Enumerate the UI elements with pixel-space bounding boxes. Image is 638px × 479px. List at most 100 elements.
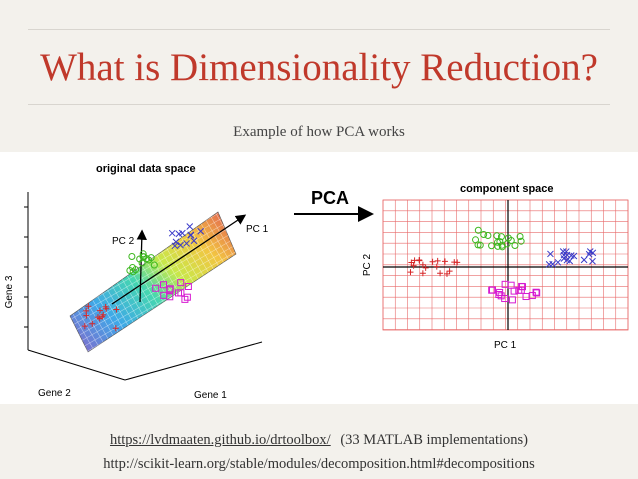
square-marker [181, 295, 189, 303]
square-marker [532, 288, 540, 296]
square-marker [177, 279, 185, 287]
square-marker [501, 280, 509, 288]
circle-marker [472, 236, 480, 244]
grid-border [382, 199, 629, 331]
circle-marker [140, 253, 148, 261]
plus-marker [407, 269, 414, 276]
circle-marker [516, 232, 524, 240]
plus-marker [433, 263, 440, 270]
top-divider [28, 29, 610, 30]
x-marker [177, 241, 184, 249]
square-marker [508, 296, 516, 304]
square-marker [518, 283, 526, 291]
x-marker [566, 257, 574, 265]
right-xlabel: PC 1 [494, 340, 517, 351]
component-axes [383, 200, 628, 330]
x-marker [570, 252, 578, 260]
square-marker [177, 289, 185, 297]
pc2-arrow [136, 229, 147, 303]
x-marker [547, 250, 554, 258]
footer-line-2: http://scikit-learn.org/stable/modules/d… [0, 456, 638, 473]
x-marker [554, 258, 562, 266]
circle-marker [517, 237, 525, 245]
square-marker [507, 281, 515, 289]
plus-marker [451, 259, 458, 266]
plus-marker [416, 257, 423, 264]
pca-diagram: original data space Gene 3 Gene 2 Gene 1… [4, 163, 629, 401]
square-marker [166, 285, 174, 293]
left-panel-title: original data space [96, 163, 196, 175]
plus-marker [419, 270, 426, 277]
x-marker [562, 248, 570, 255]
square-marker [184, 282, 192, 290]
plus-marker [112, 325, 119, 332]
pc2-label-left: PC 2 [112, 236, 135, 247]
circle-marker [503, 240, 511, 248]
circle-marker [150, 261, 158, 269]
left-scatter-points [81, 223, 205, 332]
right-ylabel: PC 2 [362, 253, 373, 276]
x-marker [168, 229, 176, 237]
right-scatter-points [407, 226, 597, 304]
pc1-arrow [111, 214, 247, 305]
plus-marker [443, 270, 450, 277]
axis-gene3-label: Gene 3 [4, 275, 15, 308]
plus-marker [96, 307, 103, 314]
x-marker [580, 256, 588, 264]
x-marker [187, 232, 195, 239]
circle-marker [493, 232, 501, 240]
plus-marker [408, 259, 415, 266]
square-marker [515, 286, 523, 294]
slide-subtitle: Example of how PCA works [233, 124, 405, 140]
component-grid [382, 199, 629, 331]
plus-marker [99, 313, 106, 320]
x-marker [175, 230, 183, 238]
x-marker [549, 260, 556, 268]
circle-marker [132, 266, 140, 274]
pca-plane-mesh [70, 212, 236, 352]
plus-marker [410, 262, 417, 269]
circle-marker [484, 231, 492, 239]
plus-marker [434, 257, 441, 264]
plus-marker [113, 306, 120, 313]
x-marker [171, 242, 179, 250]
circle-marker [497, 233, 505, 241]
x-marker [586, 248, 594, 255]
pc1-label-left: PC 1 [246, 224, 269, 235]
pca-figure: original data space Gene 3 Gene 2 Gene 1… [0, 152, 638, 404]
square-marker [495, 291, 503, 299]
footer-line-1: https://lvdmaaten.github.io/drtoolbox/ (… [0, 432, 638, 449]
circle-marker [139, 250, 147, 258]
x-marker [186, 223, 194, 230]
square-marker [152, 284, 160, 292]
x-marker [589, 257, 596, 265]
plus-marker [446, 268, 453, 275]
left-3d-axes [24, 192, 263, 381]
drtoolbox-link[interactable]: https://lvdmaaten.github.io/drtoolbox/ [109, 432, 331, 448]
x-marker [197, 227, 205, 235]
x-marker [172, 238, 180, 246]
plus-marker [89, 320, 96, 327]
plus-marker [422, 264, 429, 271]
plus-marker [81, 323, 88, 330]
title-divider [28, 104, 610, 105]
x-marker [560, 251, 568, 259]
circle-marker [488, 242, 496, 250]
square-marker [160, 281, 168, 289]
slide-title: What is Dimensionality Reduction? [40, 46, 598, 89]
square-marker [501, 295, 509, 303]
plus-marker [441, 258, 448, 265]
plus-marker [437, 270, 444, 277]
plus-marker [103, 305, 110, 312]
plus-marker [85, 303, 92, 310]
square-marker [510, 287, 518, 295]
pca-arrow-label: PCA [311, 188, 349, 208]
circle-marker [480, 230, 488, 238]
right-panel-title: component space [460, 183, 554, 195]
x-marker [183, 240, 190, 247]
sklearn-link[interactable]: http://scikit-learn.org/stable/modules/d… [103, 456, 535, 472]
plus-marker [419, 261, 426, 268]
x-marker [190, 237, 198, 245]
circle-marker [145, 256, 153, 264]
circle-marker [476, 241, 484, 249]
